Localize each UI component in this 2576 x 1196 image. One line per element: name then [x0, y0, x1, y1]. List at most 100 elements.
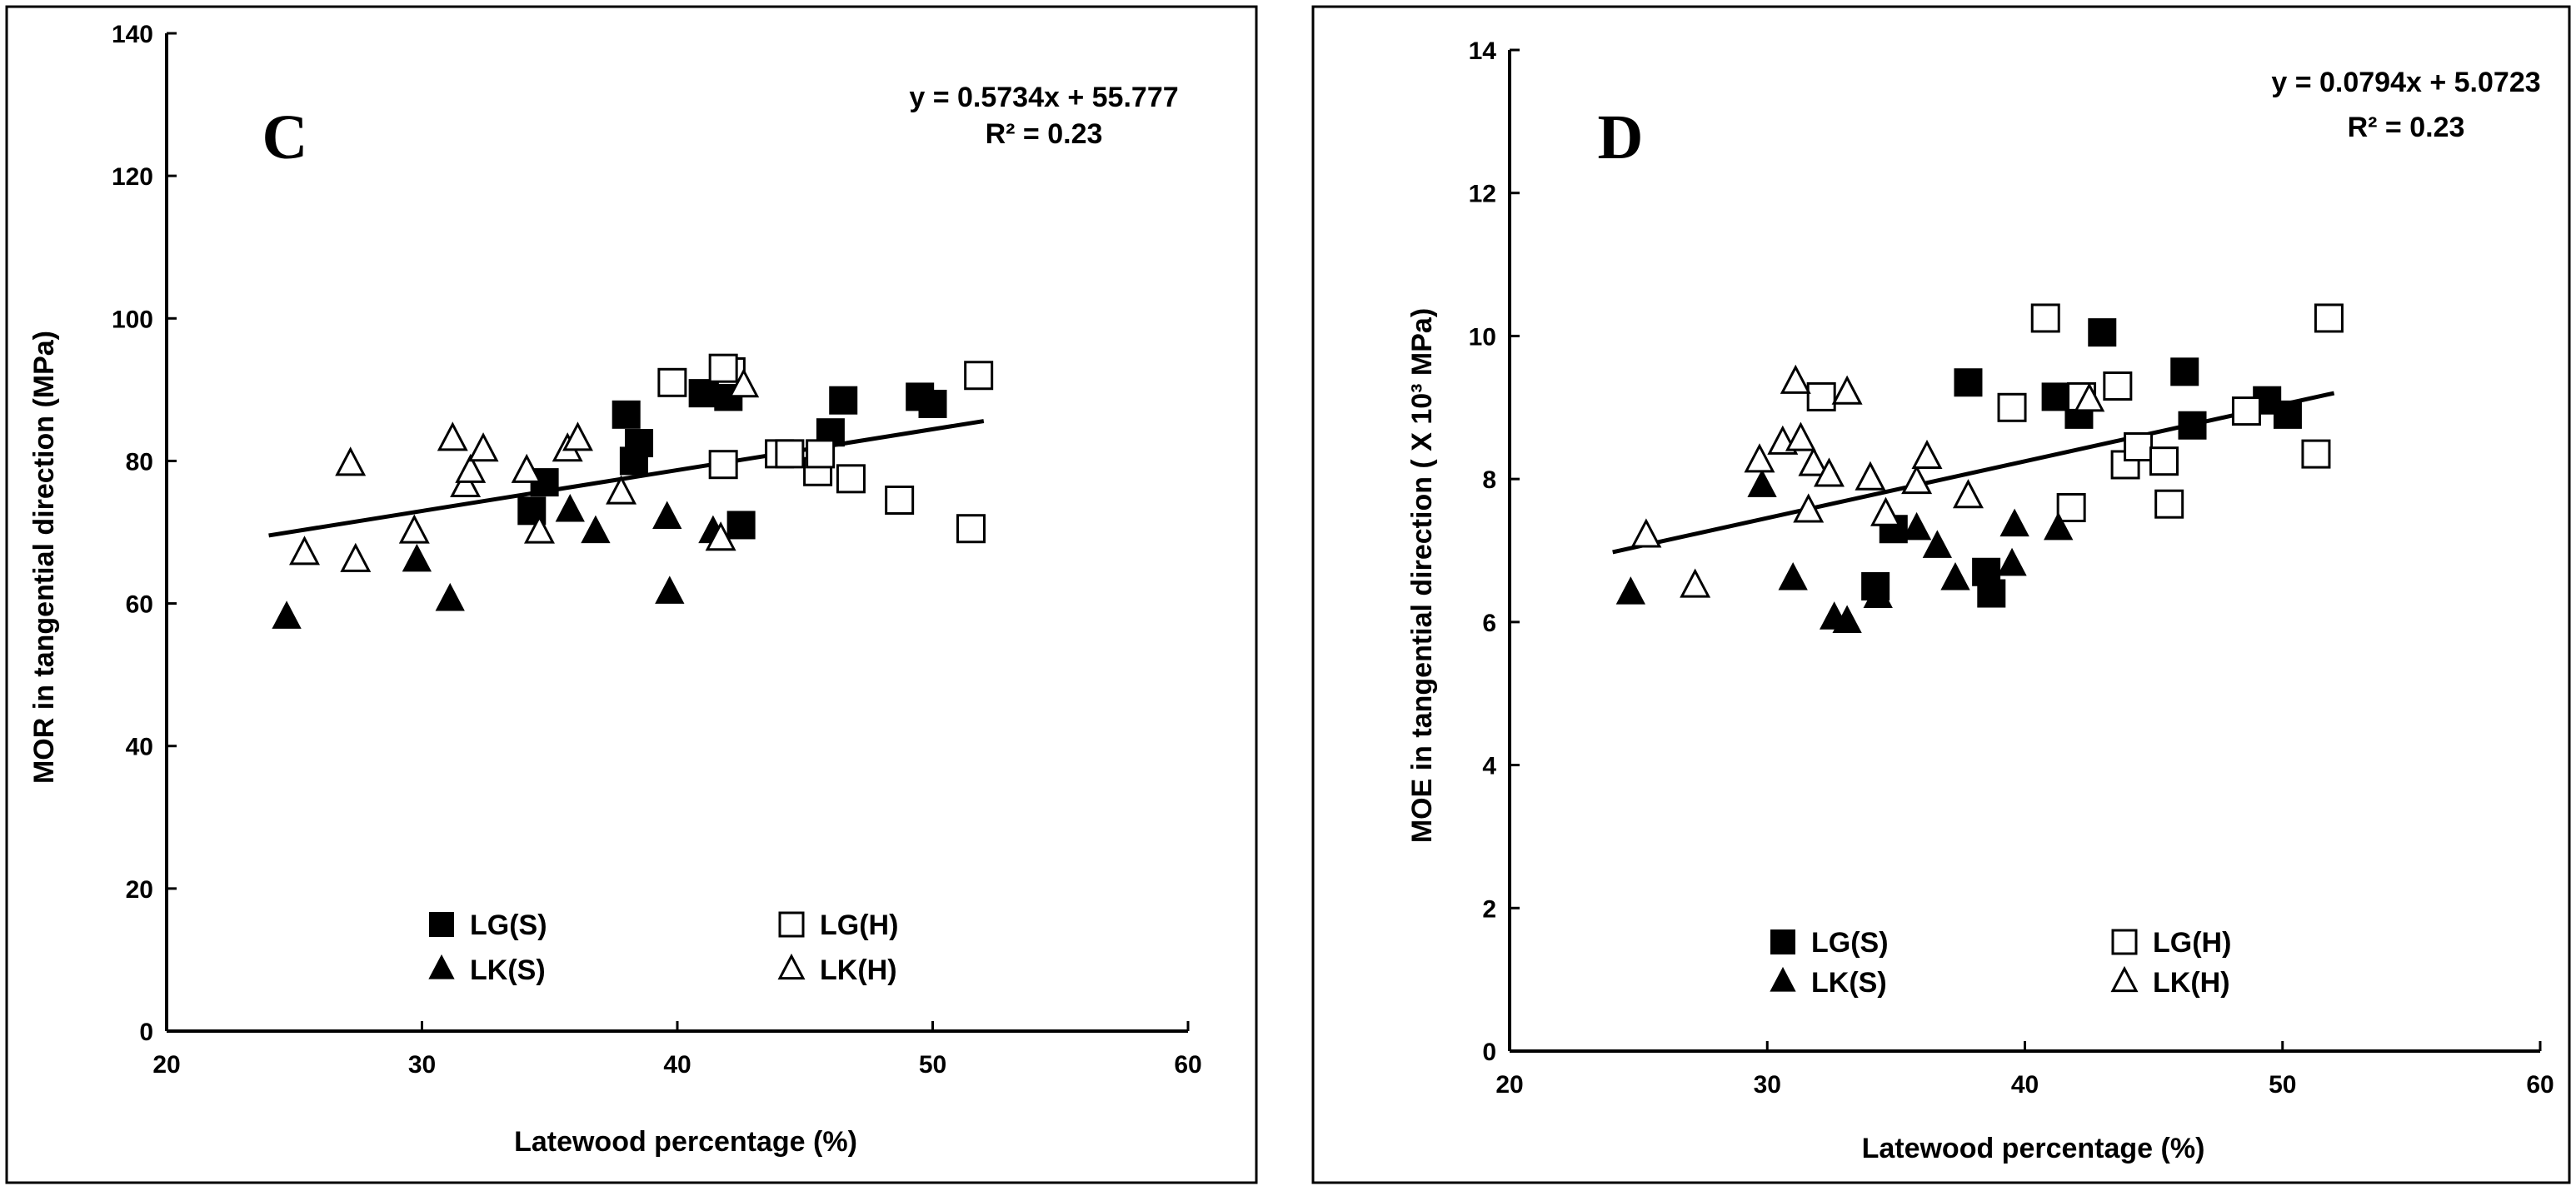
- data-point: [726, 511, 756, 540]
- panel-letter: C: [262, 102, 308, 172]
- data-point: [964, 361, 994, 391]
- data-point: [829, 386, 858, 415]
- legend-marker: [1770, 929, 1795, 954]
- data-point: [956, 514, 986, 544]
- data-point: [272, 600, 302, 629]
- series-lk-h: [289, 368, 760, 572]
- legend-item: LG(S): [1770, 927, 1889, 959]
- legend-marker: [1770, 966, 1796, 992]
- legend-item: LK(S): [1770, 966, 1887, 999]
- legend-marker: [428, 954, 455, 979]
- y-tick-label: 0: [139, 1019, 153, 1046]
- data-point: [2041, 382, 2070, 411]
- legend-label: LG(H): [820, 909, 898, 941]
- data-point: [455, 453, 487, 483]
- data-point: [652, 501, 682, 530]
- data-point: [1977, 579, 2006, 608]
- data-point: [1744, 443, 1775, 473]
- data-point: [2314, 303, 2344, 333]
- data-point: [806, 439, 836, 469]
- data-point: [1831, 375, 1863, 405]
- legend: LG(S) LG(H) LK(S) LK(H): [1770, 927, 2231, 999]
- y-tick-label: 60: [126, 591, 153, 619]
- panel-frame: [1311, 5, 2571, 1184]
- x-tick-label: 20: [1495, 1071, 1523, 1099]
- data-point: [606, 475, 637, 505]
- trendline: [1612, 391, 2335, 555]
- data-point: [581, 515, 611, 544]
- x-tick-label: 60: [2526, 1071, 2554, 1099]
- trendline: [268, 419, 985, 538]
- legend-item: LK(H): [2110, 965, 2230, 999]
- data-point: [2124, 432, 2154, 462]
- y-tick-label: 14: [1469, 37, 1497, 65]
- data-point: [340, 542, 372, 572]
- y-tick-label: 6: [1482, 610, 1496, 637]
- data-point: [2273, 400, 2302, 429]
- y-axis-title: MOR in tangential direction (MPa): [28, 331, 60, 784]
- data-point: [2231, 396, 2261, 426]
- data-point: [437, 421, 468, 451]
- data-point: [1813, 457, 1845, 487]
- legend-marker: [2110, 965, 2139, 993]
- legend-item: LG(S): [429, 909, 547, 941]
- data-point: [728, 368, 760, 398]
- y-tick-label: 80: [126, 448, 153, 476]
- data-point: [524, 514, 555, 544]
- panel-letter: D: [1598, 102, 1644, 172]
- data-point: [2149, 446, 2179, 476]
- r-squared: R² = 0.23: [2348, 112, 2465, 143]
- data-point: [688, 379, 717, 408]
- x-tick-label: 50: [2269, 1071, 2296, 1099]
- data-point: [511, 453, 542, 483]
- legend-marker: [778, 911, 805, 938]
- data-point: [1680, 568, 1711, 598]
- data-point: [657, 367, 687, 397]
- data-point: [1863, 580, 1893, 608]
- series-lk-h: [1630, 364, 2105, 598]
- data-point: [2154, 489, 2184, 519]
- x-tick-label: 20: [152, 1051, 180, 1079]
- trendline-equation: y = 0.5734x + 55.777: [909, 82, 1178, 113]
- series-lg-h: [1806, 303, 2344, 522]
- legend-item: LG(H): [778, 909, 898, 941]
- data-point: [555, 493, 585, 522]
- x-tick-label: 40: [2011, 1071, 2039, 1099]
- legend-label: LG(S): [1811, 927, 1889, 959]
- data-point: [1780, 364, 1811, 394]
- legend: LG(S) LG(H) LK(S) LK(H): [428, 909, 898, 986]
- data-point: [1901, 511, 1932, 541]
- data-point: [1747, 469, 1777, 497]
- y-tick-label: 2: [1482, 895, 1496, 923]
- y-tick-label: 140: [112, 21, 153, 48]
- y-tick-label: 10: [1469, 323, 1496, 351]
- data-point: [1798, 446, 1830, 476]
- data-point: [402, 543, 432, 572]
- legend-label: LK(H): [2153, 967, 2230, 999]
- x-tick-label: 60: [1174, 1051, 1201, 1079]
- data-point: [1855, 461, 1886, 491]
- data-point: [1922, 530, 1953, 558]
- data-point: [1997, 547, 2027, 576]
- panel-c: 0 20 40 60 80 100 120 140 20 30 40 50 60 Latewood per…: [5, 5, 1258, 1184]
- data-point: [1901, 464, 1933, 495]
- y-tick-label: 8: [1482, 466, 1496, 494]
- data-point: [2301, 439, 2331, 469]
- y-tick-label: 20: [126, 876, 153, 904]
- legend-item: LK(S): [428, 954, 546, 986]
- y-tick-label: 100: [112, 306, 153, 333]
- data-point: [2088, 318, 2117, 347]
- data-point: [2074, 382, 2105, 412]
- data-point: [1793, 493, 1825, 523]
- data-point: [2044, 511, 2074, 541]
- series-lk-s: [1615, 469, 2074, 634]
- legend-item: LK(H): [777, 953, 897, 986]
- data-point: [1778, 561, 1808, 591]
- data-point: [289, 536, 320, 566]
- x-tick-label: 40: [663, 1051, 691, 1079]
- legend-label: LK(S): [470, 954, 546, 986]
- data-point: [335, 446, 367, 476]
- data-point: [2170, 357, 2199, 386]
- data-point: [398, 514, 430, 544]
- data-point: [1911, 439, 1943, 470]
